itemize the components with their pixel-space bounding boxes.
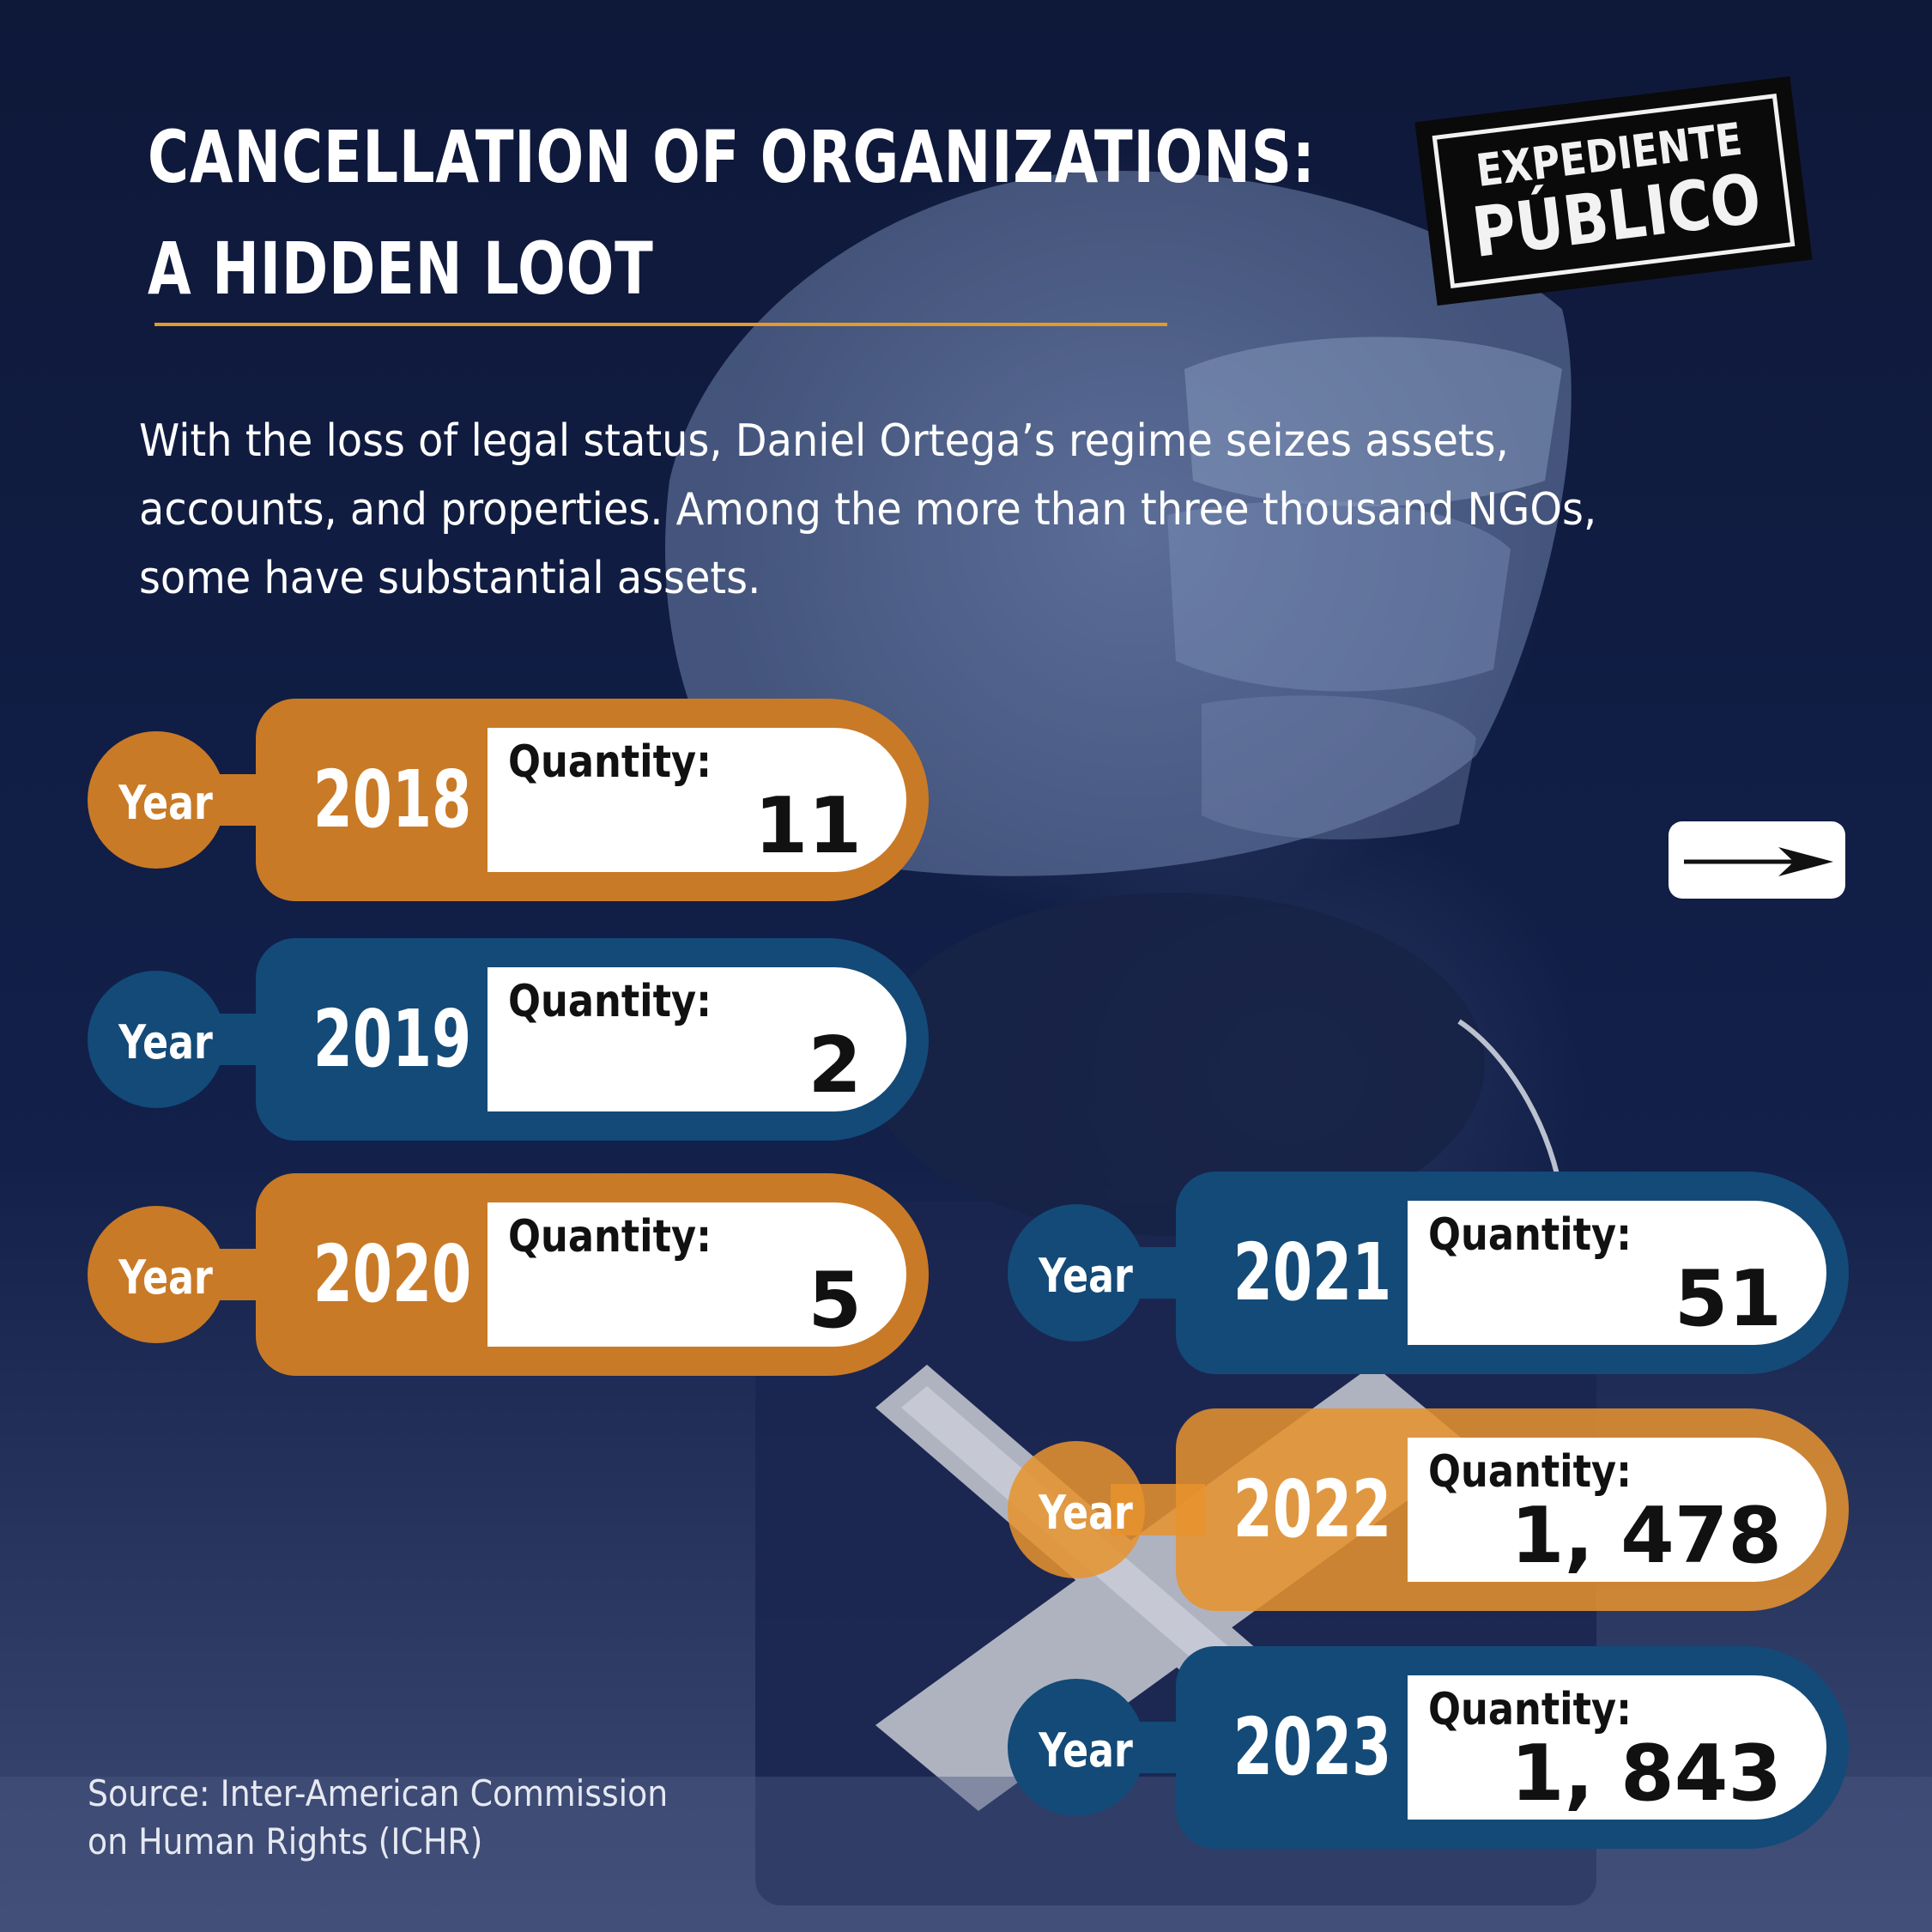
year-value: 2022 (1232, 1463, 1392, 1555)
title-divider (154, 323, 1167, 326)
quantity-value: 1, 478 (1510, 1491, 1782, 1581)
year-card-2020: Year 2020 Quantity: 5 (88, 1173, 929, 1376)
year-value: 2018 (312, 754, 472, 845)
year-card-2022: Year 2022 Quantity: 1, 478 (1008, 1408, 1849, 1611)
quantity-value: 2 (808, 1021, 862, 1111)
quantity-label: Quantity: (1428, 1209, 1632, 1261)
year-card-2018: Year 2018 Quantity: 11 (88, 699, 929, 901)
quantity-label: Quantity: (1428, 1684, 1632, 1735)
intro-paragraph: With the loss of legal status, Daniel Or… (139, 415, 1597, 604)
quantity-label: Quantity: (508, 736, 712, 788)
year-value: 2020 (312, 1228, 472, 1320)
source-note: Source: Inter-American Commission on Hum… (88, 1772, 669, 1862)
quantity-box: Quantity: 11 (488, 728, 906, 872)
page-title: CANCELLATION OF ORGANIZATIONS: A HIDDEN … (148, 101, 1316, 324)
quantity-value: 5 (808, 1256, 862, 1346)
quantity-box: Quantity: 1, 843 (1408, 1675, 1826, 1820)
next-button[interactable] (1669, 821, 1845, 899)
quantity-box: Quantity: 1, 478 (1408, 1438, 1826, 1582)
quantity-box: Quantity: 51 (1408, 1201, 1826, 1345)
year-value: 2021 (1232, 1226, 1392, 1318)
year-card-2023: Year 2023 Quantity: 1, 843 (1008, 1646, 1849, 1849)
year-card-2021: Year 2021 Quantity: 51 (1008, 1172, 1849, 1374)
year-card-2019: Year 2019 Quantity: 2 (88, 938, 929, 1141)
year-label: Year (1039, 1723, 1133, 1778)
quantity-label: Quantity: (1428, 1446, 1632, 1498)
quantity-label: Quantity: (508, 1211, 712, 1263)
year-value: 2019 (312, 993, 472, 1085)
arrow-right-icon (1684, 847, 1833, 876)
title-line-1: CANCELLATION OF ORGANIZATIONS: (148, 115, 1316, 199)
title-line-2: A HIDDEN LOOT (148, 227, 654, 311)
year-label: Year (118, 1251, 213, 1305)
year-label: Year (118, 776, 213, 830)
quantity-box: Quantity: 2 (488, 967, 906, 1111)
quantity-label: Quantity: (508, 976, 712, 1027)
year-label: Year (118, 1015, 213, 1069)
quantity-value: 11 (754, 781, 862, 871)
year-label: Year (1039, 1249, 1133, 1303)
year-label: Year (1039, 1486, 1133, 1540)
quantity-value: 51 (1674, 1254, 1782, 1344)
year-value: 2023 (1232, 1701, 1392, 1793)
quantity-value: 1, 843 (1510, 1729, 1782, 1819)
quantity-box: Quantity: 5 (488, 1202, 906, 1347)
